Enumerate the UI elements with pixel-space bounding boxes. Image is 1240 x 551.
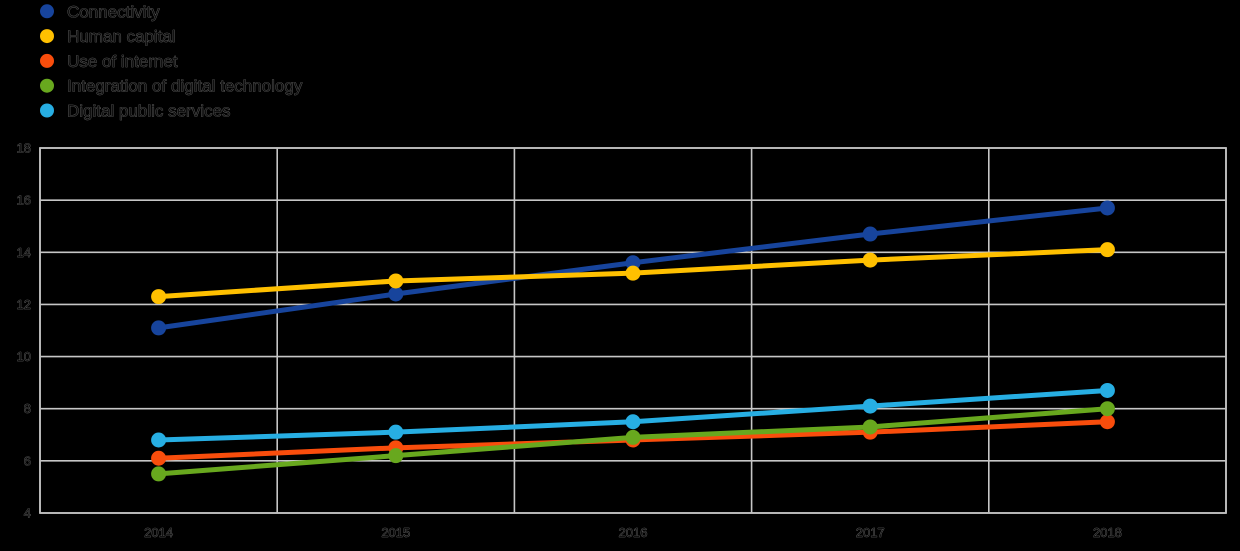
legend-swatch-use-of-internet-icon	[40, 53, 54, 68]
y-axis-tick-label: 4	[24, 506, 31, 521]
data-point-connectivity-2014	[151, 320, 167, 336]
y-axis-tick-label: 10	[17, 349, 31, 364]
legend-label: Use of internet	[67, 52, 178, 71]
data-point-human-capital-2017	[862, 252, 878, 268]
x-axis-tick-label: 2017	[856, 525, 885, 540]
legend-item-connectivity: Connectivity	[40, 2, 160, 22]
data-point-integration-of-digital-technology-2017	[862, 419, 878, 435]
data-point-connectivity-2016	[625, 255, 641, 271]
data-point-integration-of-digital-technology-2016	[625, 429, 641, 445]
legend-swatch-digital-public-services-icon	[40, 103, 54, 118]
legend-label: Digital public services	[67, 102, 230, 121]
data-point-use-of-internet-2014	[151, 450, 167, 466]
legend-item-integration-of-digital-technology: Integration of digital technology	[40, 76, 303, 96]
y-axis-tick-label: 12	[17, 297, 31, 312]
data-point-human-capital-2016	[625, 265, 641, 281]
y-axis-tick-label: 16	[17, 193, 31, 208]
data-point-digital-public-services-2014	[151, 432, 167, 448]
data-point-human-capital-2018	[1099, 242, 1115, 258]
legend-label: Connectivity	[67, 2, 160, 21]
data-point-connectivity-2018	[1099, 200, 1115, 216]
x-axis-tick-label: 2014	[144, 525, 173, 540]
y-axis-tick-label: 14	[17, 245, 31, 260]
data-point-human-capital-2014	[151, 289, 167, 305]
legend-item-digital-public-services: Digital public services	[40, 101, 231, 121]
data-point-digital-public-services-2017	[862, 398, 878, 414]
x-axis-tick-label: 2016	[619, 525, 648, 540]
grid-layer	[39, 147, 1227, 514]
data-point-digital-public-services-2015	[388, 424, 404, 440]
legend-label: Integration of digital technology	[67, 77, 303, 96]
y-axis-tick-label: 18	[17, 141, 31, 156]
legend-swatch-connectivity-icon	[40, 4, 54, 19]
legend-label: Human capital	[67, 27, 176, 46]
data-point-human-capital-2015	[388, 273, 404, 289]
legend-swatch-integration-of-digital-technology-icon	[40, 78, 54, 93]
legend: Connectivity Human capital Use of internet…	[40, 2, 303, 121]
x-axis-tick-label: 2015	[381, 525, 410, 540]
axis-layer: 4 6 8 10 12 14 16 18 2014 2015 2016 2017 2018	[16, 140, 1122, 540]
data-point-use-of-internet-2018	[1099, 414, 1115, 430]
plot-border	[39, 147, 1227, 514]
y-axis-tick-label: 6	[24, 453, 31, 468]
legend-item-human-capital: Human capital	[40, 27, 176, 46]
data-point-connectivity-2015	[388, 286, 404, 302]
data-point-integration-of-digital-technology-2014	[151, 466, 167, 482]
data-point-digital-public-services-2016	[625, 414, 641, 430]
legend-swatch-human-capital-icon	[40, 29, 54, 44]
data-point-digital-public-services-2018	[1099, 382, 1115, 398]
y-axis-tick-label: 8	[24, 401, 31, 416]
x-axis-tick-label: 2018	[1093, 525, 1122, 540]
series-layer	[151, 200, 1115, 482]
data-point-integration-of-digital-technology-2015	[388, 448, 404, 464]
data-point-connectivity-2017	[862, 226, 878, 242]
legend-item-use-of-internet: Use of internet	[40, 52, 178, 71]
data-point-integration-of-digital-technology-2018	[1099, 401, 1115, 417]
